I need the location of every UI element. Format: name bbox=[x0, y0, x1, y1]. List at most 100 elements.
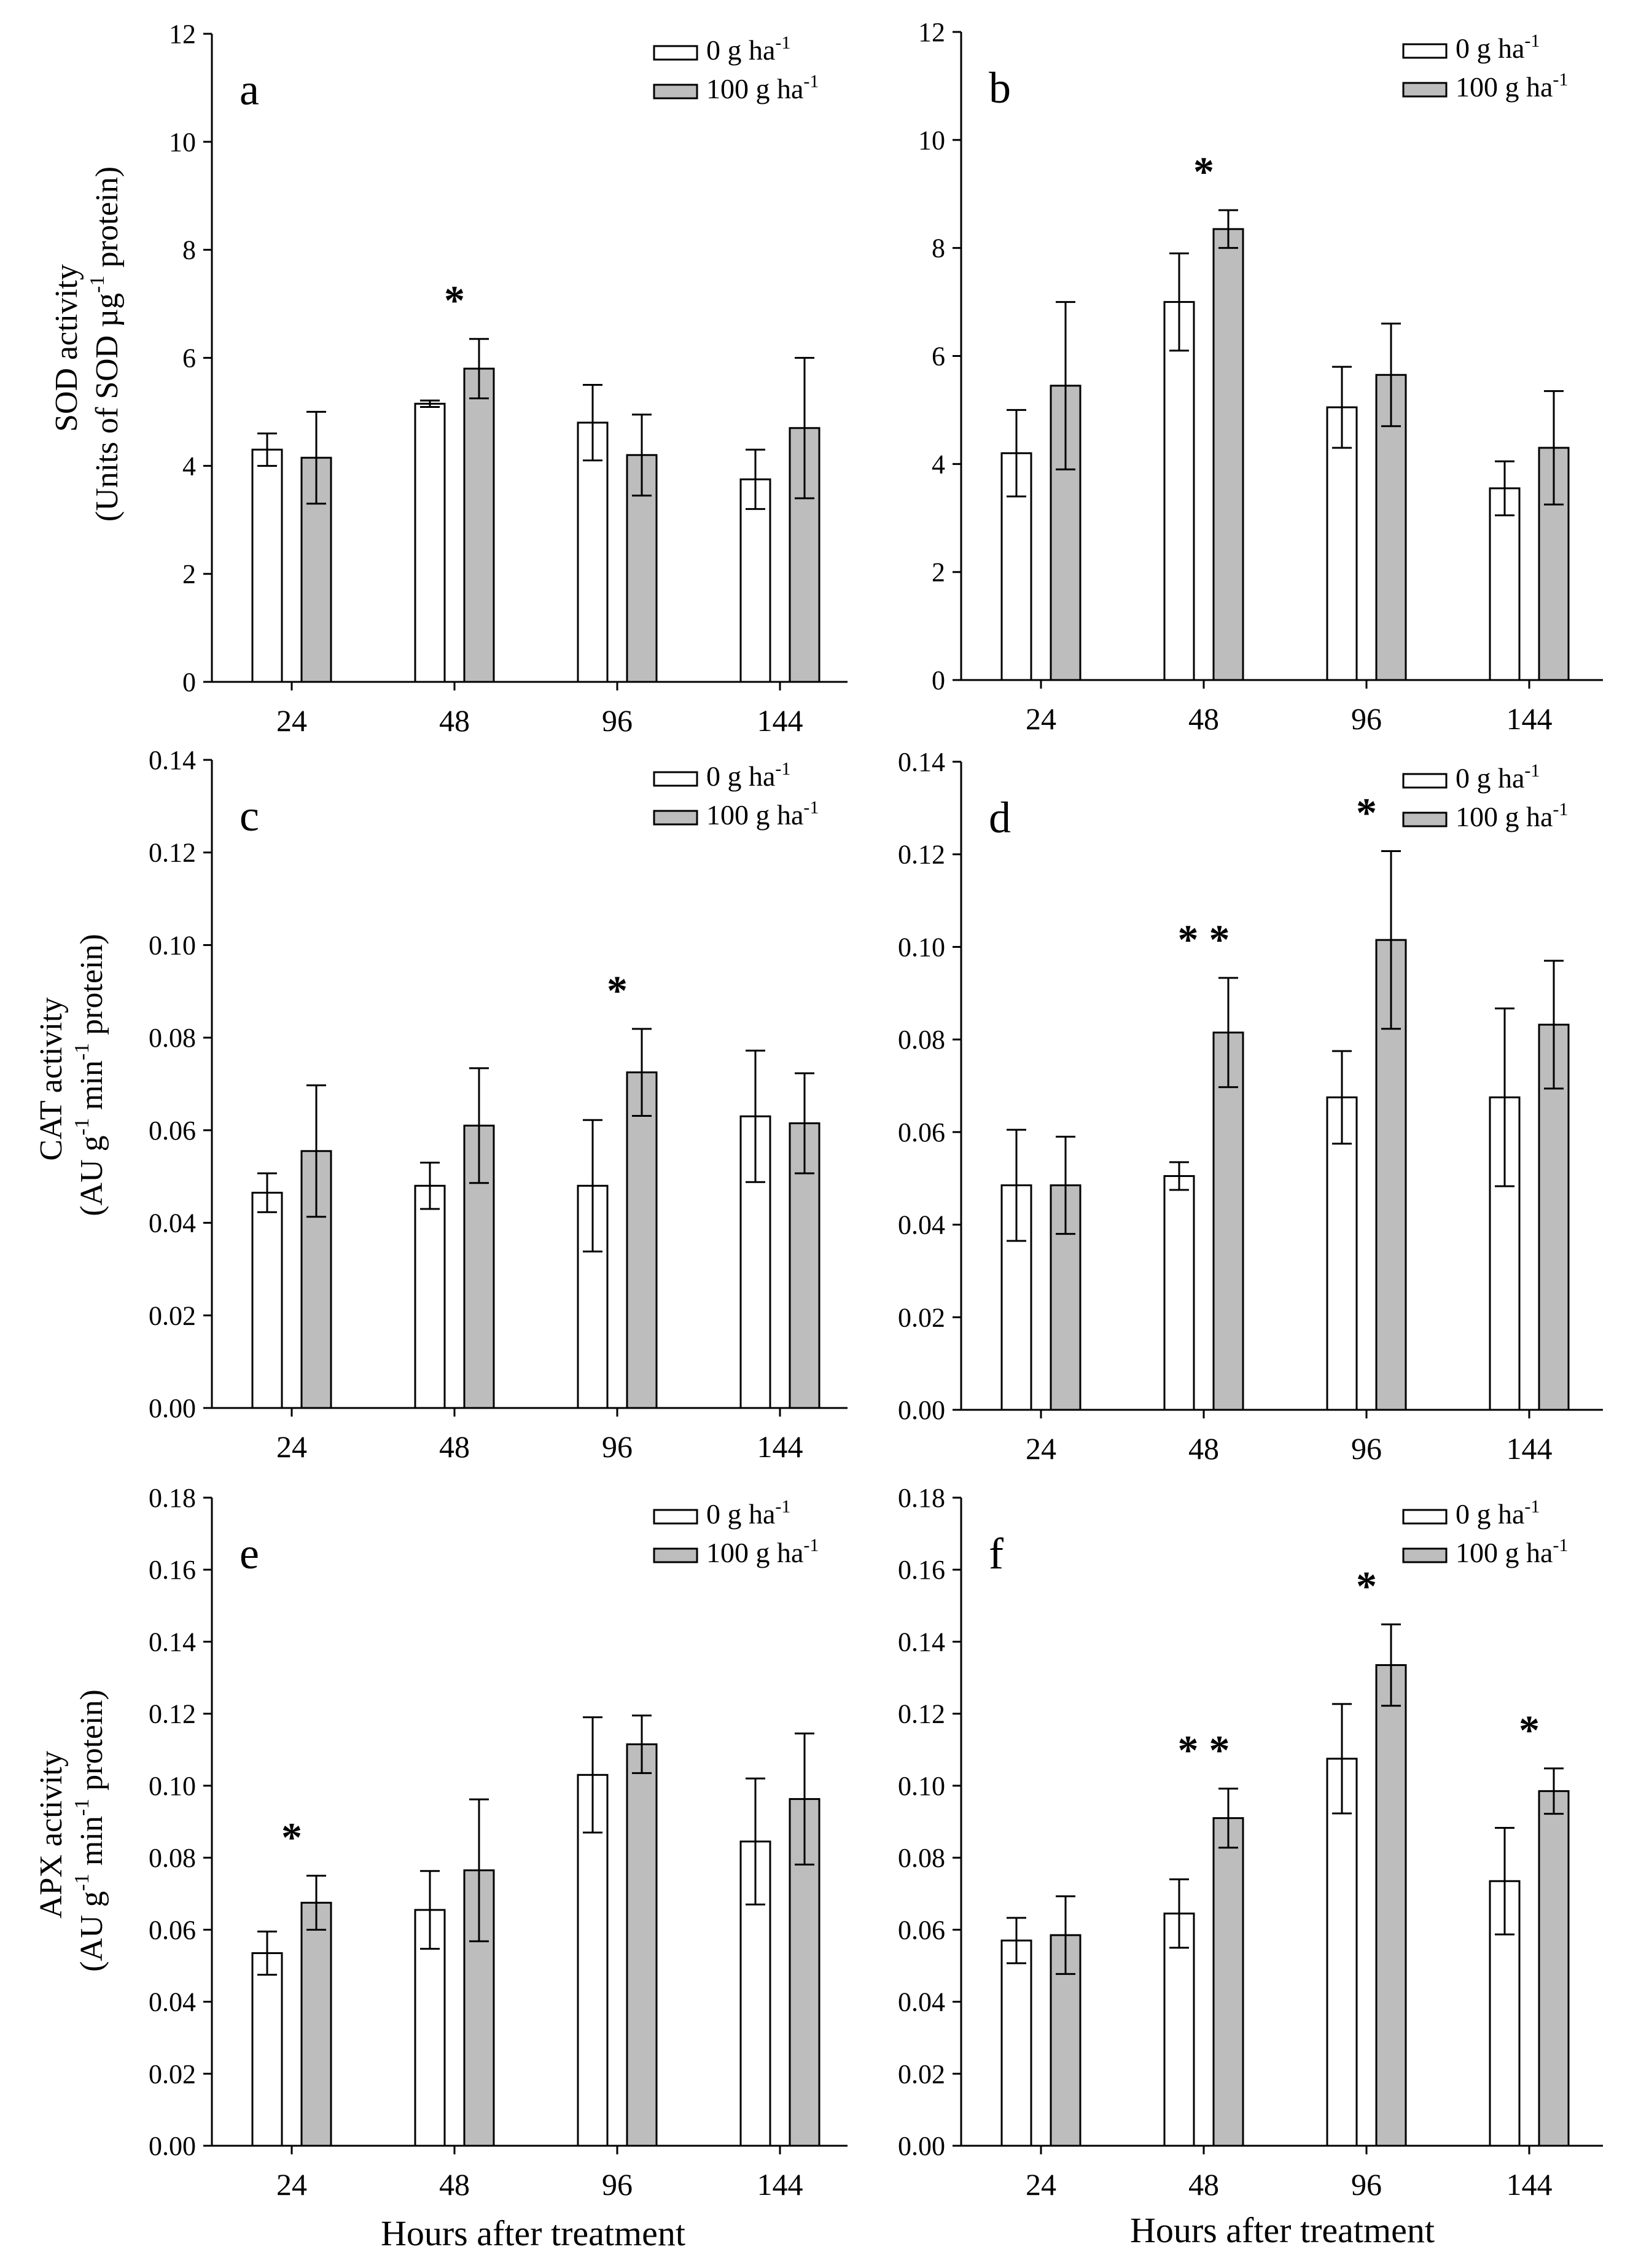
panel-f-significance-marker: * bbox=[1519, 1707, 1540, 1753]
panel-e-category-label: 144 bbox=[757, 2167, 803, 2202]
panel-e-ytick-label: 0.12 bbox=[149, 1699, 196, 1729]
panel-c-ytick-label: 0.04 bbox=[149, 1208, 196, 1238]
panel-b-legend-label-treated: 100 g ha-1 bbox=[1456, 69, 1568, 103]
panel-d-letter: d bbox=[989, 793, 1011, 842]
panel-d-ytick-label: 0.12 bbox=[898, 840, 945, 870]
ylabel-cat-line2-sup2: -1 bbox=[71, 1043, 93, 1060]
panel-e-legend-exponent: -1 bbox=[803, 1535, 819, 1555]
panel-e-ytick-label: 0.18 bbox=[149, 1483, 196, 1513]
ylabel-apx-line2-a: (AU g bbox=[74, 1891, 109, 1971]
panel-d-category-label: 48 bbox=[1188, 1431, 1219, 1466]
panel-c-legend-swatch-treated bbox=[653, 810, 698, 826]
panel-a-bar-control-144 bbox=[739, 478, 771, 683]
panel-f-legend-swatch-treated bbox=[1402, 1547, 1448, 1563]
panel-b-legend-swatch-control bbox=[1402, 43, 1448, 59]
panel-f-ytick-label: 0.18 bbox=[898, 1483, 945, 1513]
panel-a-significance-marker: * bbox=[444, 277, 465, 324]
xlabel-left: Hours after treatment bbox=[381, 2213, 685, 2253]
panel-a-bar-control-48 bbox=[414, 402, 446, 683]
panel-a-ytick-label: 8 bbox=[182, 235, 196, 265]
panel-f-category-label: 48 bbox=[1188, 2167, 1219, 2202]
panel-e-ytick-label: 0.06 bbox=[149, 1915, 196, 1945]
panel-e-bar-treated-96 bbox=[626, 1743, 658, 2147]
ylabel-apx-line2-sup1: -1 bbox=[71, 1874, 93, 1891]
panel-d-ytick-label: 0.04 bbox=[898, 1210, 945, 1240]
panel-b-category-label: 24 bbox=[1026, 702, 1056, 736]
panel-e: 0.00 0.02 0.04 0.06 0.08 0.10 0.12 0.14 0.16 0.18… bbox=[149, 1483, 848, 2202]
panel-e-bar-control-96 bbox=[577, 1773, 609, 2147]
panel-b-ytick-label: 8 bbox=[932, 233, 945, 264]
panel-d-legend-exponent: -1 bbox=[1524, 761, 1540, 781]
panel-a-bar-control-24 bbox=[251, 448, 283, 683]
panel-d-significance-marker: * * bbox=[1178, 916, 1230, 963]
panel-f-legend-label-treated: 100 g ha-1 bbox=[1456, 1535, 1568, 1568]
panel-f-ytick-label: 0.12 bbox=[898, 1699, 945, 1729]
panel-a-ytick-label: 6 bbox=[182, 343, 196, 373]
panel-e-category-label: 48 bbox=[439, 2167, 470, 2202]
ylabel-sod-line2-a: (Units of SOD µg bbox=[90, 293, 125, 522]
panel-f-bar-control-48 bbox=[1163, 1912, 1195, 2147]
panel-c-bar-control-24 bbox=[251, 1192, 283, 1409]
panel-a-bar-treated-48 bbox=[463, 367, 495, 683]
ylabel-cat-line2-sup1: -1 bbox=[71, 1118, 93, 1135]
panel-d-legend-exponent: -1 bbox=[1553, 799, 1568, 819]
panel-c-legend-exponent: -1 bbox=[803, 797, 819, 818]
panel-b-legend-exponent: -1 bbox=[1524, 31, 1540, 51]
panel-e-ytick-label: 0.10 bbox=[149, 1771, 196, 1801]
panel-d-significance-marker: * bbox=[1356, 789, 1377, 835]
panel-a-ytick-label: 12 bbox=[169, 19, 196, 49]
panel-c-letter: c bbox=[240, 791, 259, 840]
panel-f-bar-control-96 bbox=[1326, 1758, 1358, 2147]
panel-a-legend-swatch-treated bbox=[653, 84, 698, 100]
panel-f-ytick-label: 0.16 bbox=[898, 1555, 945, 1585]
panel-b-ytick-label: 6 bbox=[932, 342, 945, 372]
panel-c-category-label: 96 bbox=[602, 1429, 633, 1464]
panel-c-bar-treated-96 bbox=[626, 1071, 658, 1409]
panel-f-category-label: 144 bbox=[1507, 2167, 1553, 2202]
panel-b-ytick-label: 12 bbox=[918, 17, 945, 47]
panel-f-legend-exponent: -1 bbox=[1524, 1496, 1540, 1517]
panel-c-ytick-label: 0.00 bbox=[149, 1393, 196, 1423]
panel-c-bar-control-48 bbox=[414, 1184, 446, 1409]
panel-c-category-label: 48 bbox=[439, 1429, 470, 1464]
panel-f-category-label: 24 bbox=[1026, 2167, 1056, 2202]
panel-e-significance-marker: * bbox=[281, 1813, 302, 1860]
ylabel-sod-line1: SOD activity bbox=[49, 264, 84, 432]
ylabel-cat-line2-a: (AU g bbox=[74, 1135, 109, 1216]
panel-a-legend-exponent: -1 bbox=[775, 33, 790, 53]
panel-d-ytick-label: 0.08 bbox=[898, 1025, 945, 1055]
panel-d-ytick-label: 0.10 bbox=[898, 932, 945, 962]
panel-f-significance-marker: * * bbox=[1178, 1727, 1230, 1773]
panel-a-ytick-label: 0 bbox=[182, 667, 196, 697]
panel-d-category-label: 96 bbox=[1351, 1431, 1382, 1466]
panel-f-category-label: 96 bbox=[1351, 2167, 1382, 2202]
panel-b-ytick-label: 10 bbox=[918, 125, 945, 155]
panel-e-ytick-label: 0.16 bbox=[149, 1555, 196, 1585]
panel-e-ytick-label: 0.02 bbox=[149, 2059, 196, 2089]
ylabel-sod: SOD activity (Units of SOD µg-1 protein) bbox=[49, 166, 125, 522]
ylabel-cat: CAT activity (AU g-1 min-1 protein) bbox=[34, 934, 109, 1216]
panel-f-ytick-label: 0.10 bbox=[898, 1771, 945, 1801]
panel-e-legend-swatch-control bbox=[653, 1509, 698, 1525]
ylabel-apx-line2-b: min bbox=[74, 1816, 109, 1874]
panel-e-legend-label-control: 0 g ha-1 bbox=[706, 1496, 790, 1530]
ylabel-apx-line2-c: protein) bbox=[74, 1689, 109, 1799]
ylabel-sod-line2-b: protein) bbox=[90, 166, 125, 276]
panel-b-legend-swatch-treated bbox=[1402, 82, 1448, 98]
panel-b-ytick-label: 4 bbox=[932, 449, 945, 479]
panel-b-ytick-label: 0 bbox=[932, 665, 945, 695]
panel-b-bar-control-144 bbox=[1489, 487, 1521, 681]
panel-b-legend-exponent: -1 bbox=[1553, 69, 1568, 90]
panel-c-ytick-label: 0.10 bbox=[149, 930, 196, 960]
panel-c-legend-exponent: -1 bbox=[775, 759, 790, 779]
ylabel-apx-line1: APX activity bbox=[34, 1751, 69, 1918]
panel-f-ytick-label: 0.02 bbox=[898, 2059, 945, 2089]
panel-e-ytick-label: 0.08 bbox=[149, 1843, 196, 1873]
panel-a-ytick-label: 2 bbox=[182, 559, 196, 589]
panel-d-ytick-label: 0.00 bbox=[898, 1395, 945, 1425]
panel-e-legend-exponent: -1 bbox=[775, 1496, 790, 1517]
